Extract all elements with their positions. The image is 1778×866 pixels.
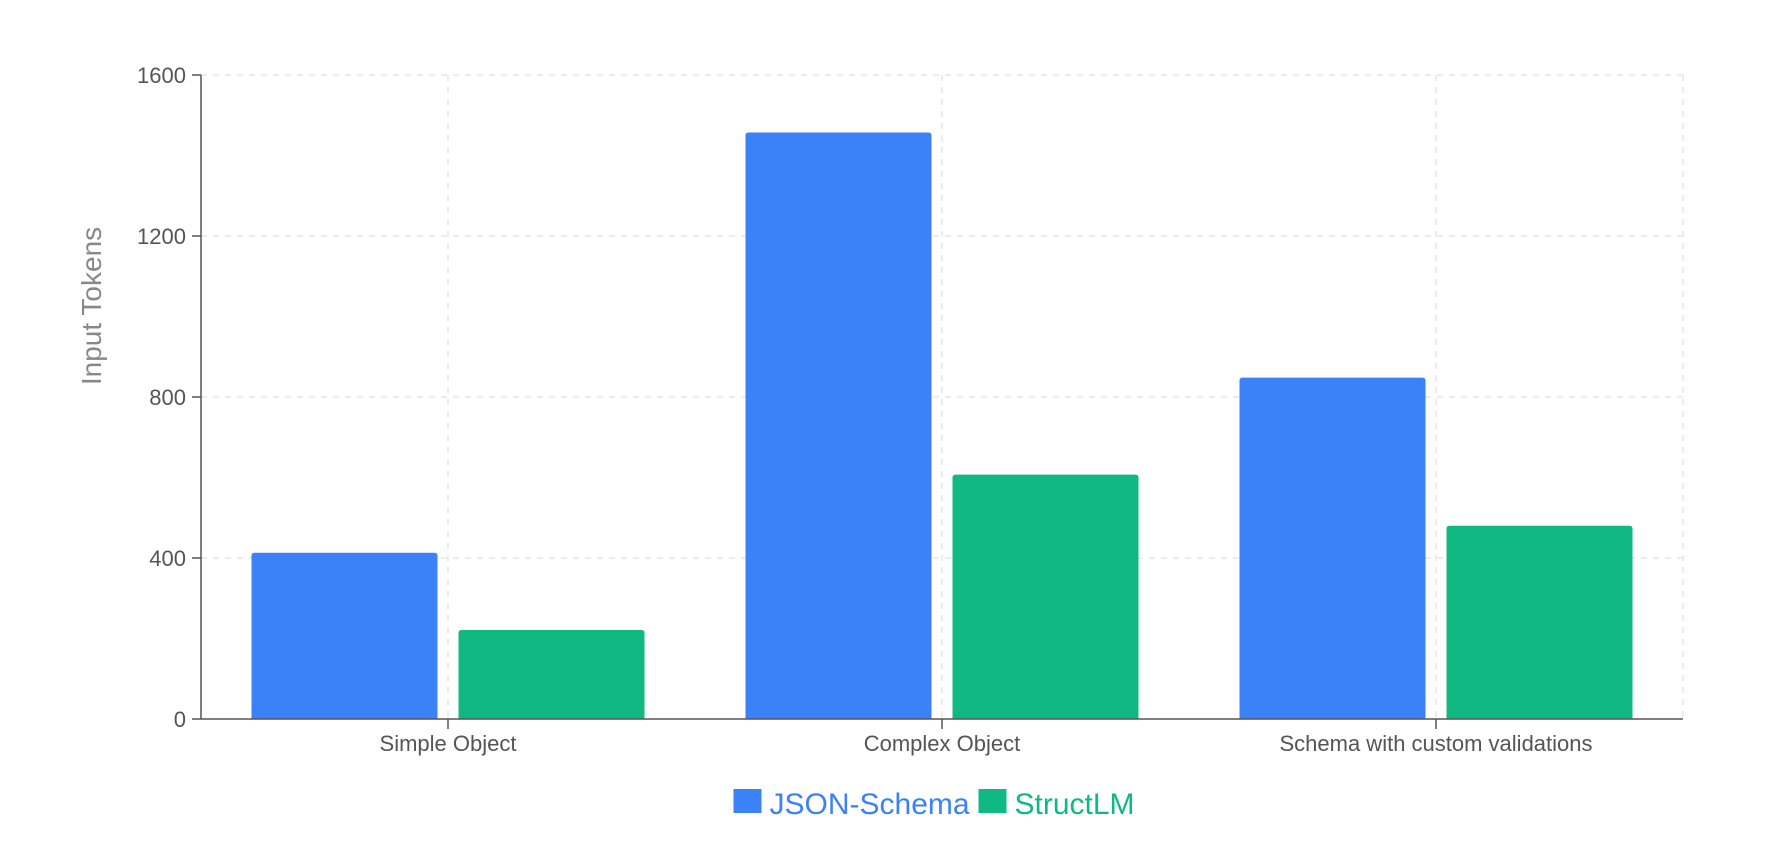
y-tick-label: 1600 — [137, 63, 186, 88]
axes — [192, 74, 1683, 729]
bar-structlm — [1446, 525, 1633, 719]
legend-label: StructLM — [1015, 788, 1135, 821]
legend-swatch-structlm — [978, 789, 1007, 813]
x-tick-label: Complex Object — [864, 731, 1021, 756]
legend-swatch-json-schema — [733, 789, 762, 813]
bar-json-schema — [251, 552, 438, 719]
tick-labels: 0 400 800 1200 1600 Simple Object Complex Obje… — [137, 63, 1592, 756]
bar-json-schema — [1239, 377, 1426, 719]
x-tick-label: Schema with custom validations — [1279, 731, 1592, 756]
y-tick-label: 1200 — [137, 224, 186, 249]
x-tick-label: Simple Object — [380, 731, 517, 756]
y-tick-label: 800 — [149, 385, 186, 410]
bar-structlm — [458, 630, 645, 719]
bar-json-schema — [745, 132, 932, 719]
legend-label: JSON-Schema — [770, 788, 970, 821]
bar-structlm — [952, 474, 1139, 719]
y-tick-label: 0 — [174, 707, 186, 732]
y-tick-label: 400 — [149, 546, 186, 571]
y-axis-title: Input Tokens — [76, 227, 107, 385]
legend: JSON-Schema StructLM — [733, 788, 1135, 821]
bars — [251, 132, 1633, 719]
